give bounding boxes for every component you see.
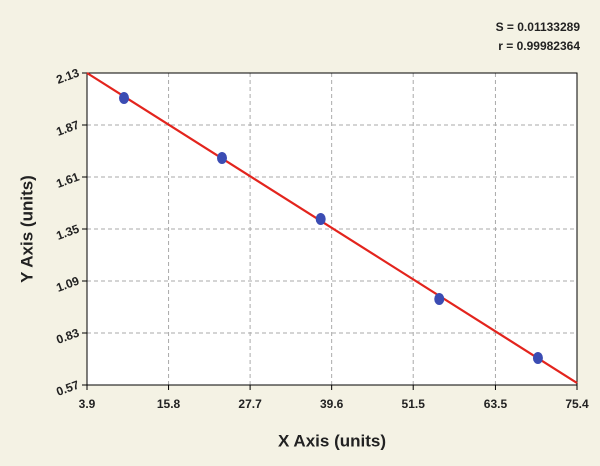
point: [434, 293, 445, 305]
x-tick-label: 15.8: [157, 397, 181, 411]
point: [532, 352, 543, 364]
x-tick-label: 63.5: [484, 397, 508, 411]
y-tick-label: 1.09: [54, 274, 81, 295]
y-tick-label: 1.35: [54, 222, 81, 243]
x-tick-label: 3.9: [79, 397, 96, 411]
annotation: r = 0.99982364: [498, 39, 580, 53]
fit-line: [86, 72, 578, 384]
x-tick-label: 75.4: [565, 397, 589, 411]
y-axis-label: Y Axis (units): [17, 175, 36, 283]
y-tick-label: 0.57: [54, 378, 81, 399]
point: [217, 152, 228, 164]
y-tick-label: 2.13: [54, 66, 81, 87]
annotation: S = 0.01133289: [496, 20, 581, 34]
point: [315, 213, 326, 225]
point: [119, 92, 130, 104]
y-tick-label: 1.87: [54, 118, 81, 139]
x-tick-label: 51.5: [402, 397, 426, 411]
y-tick-label: 1.61: [54, 170, 81, 191]
x-tick-label: 39.6: [320, 397, 344, 411]
y-tick-label: 0.83: [54, 326, 81, 347]
x-axis-label: X Axis (units): [278, 431, 386, 450]
x-tick-label: 27.7: [238, 397, 262, 411]
plot-border: [86, 72, 578, 386]
